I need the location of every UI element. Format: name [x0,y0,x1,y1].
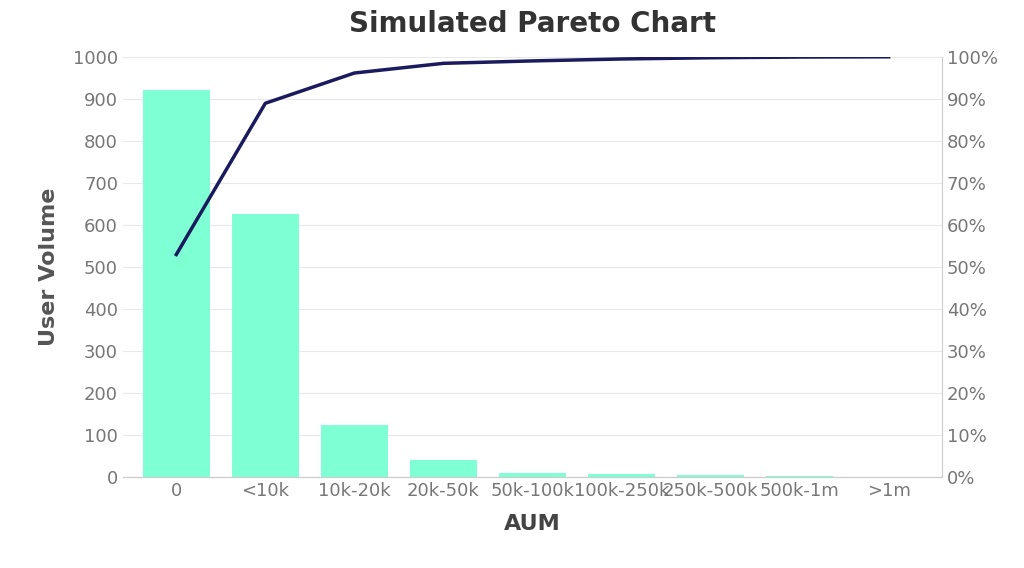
Bar [143,90,210,477]
Y-axis label: User Volume: User Volume [39,188,59,346]
Bar [588,474,655,477]
Bar [677,475,744,477]
Bar [766,476,833,477]
Bar [499,473,566,477]
Bar [410,460,477,477]
X-axis label: AUM: AUM [504,514,561,534]
Bar [321,424,388,477]
Title: Simulated Pareto Chart: Simulated Pareto Chart [349,10,716,38]
Bar [232,214,299,477]
